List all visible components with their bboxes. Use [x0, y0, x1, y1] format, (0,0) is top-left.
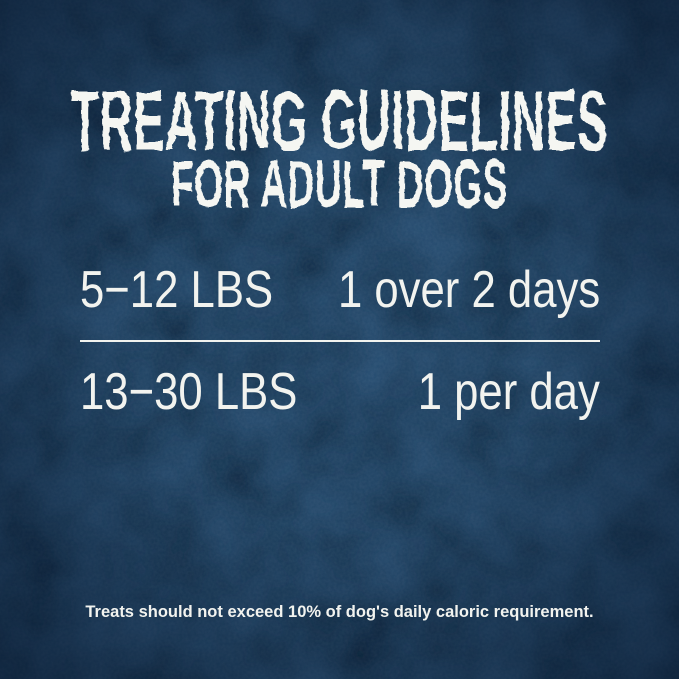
- svg-text:FOR ADULT DOGS: FOR ADULT DOGS: [171, 150, 508, 220]
